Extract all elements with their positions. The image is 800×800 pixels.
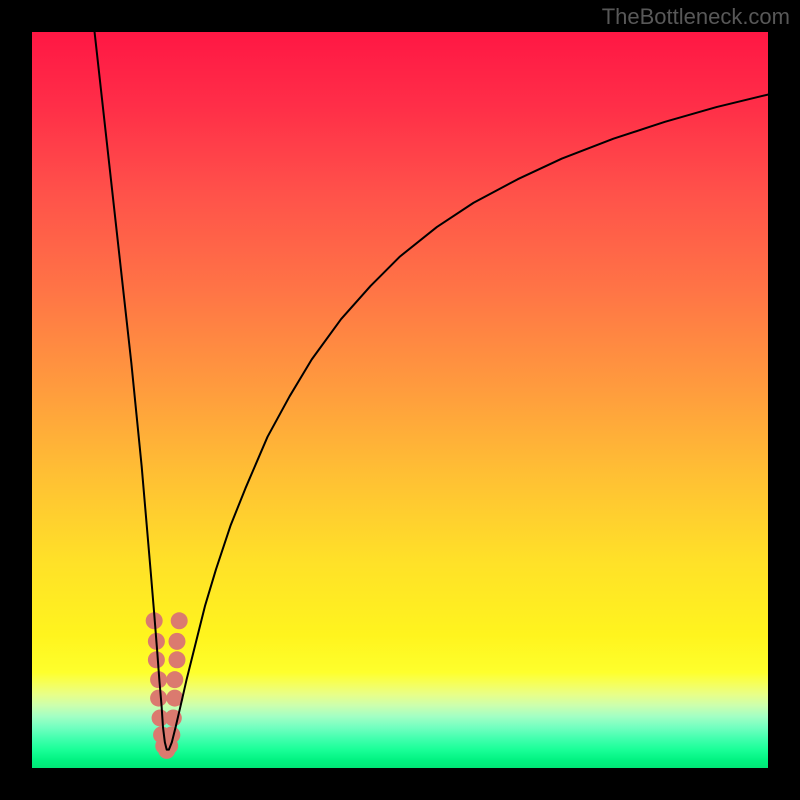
marker-dot: [168, 633, 185, 650]
chart-svg: [32, 32, 768, 768]
bottleneck-curve: [95, 32, 768, 750]
marker-dot: [171, 612, 188, 629]
marker-dot: [168, 651, 185, 668]
marker-dot: [150, 690, 167, 707]
watermark-text: TheBottleneck.com: [602, 4, 790, 30]
plot-area: [32, 32, 768, 768]
marker-dot: [148, 651, 165, 668]
marker-dot: [166, 671, 183, 688]
bottleneck-markers: [146, 612, 188, 759]
